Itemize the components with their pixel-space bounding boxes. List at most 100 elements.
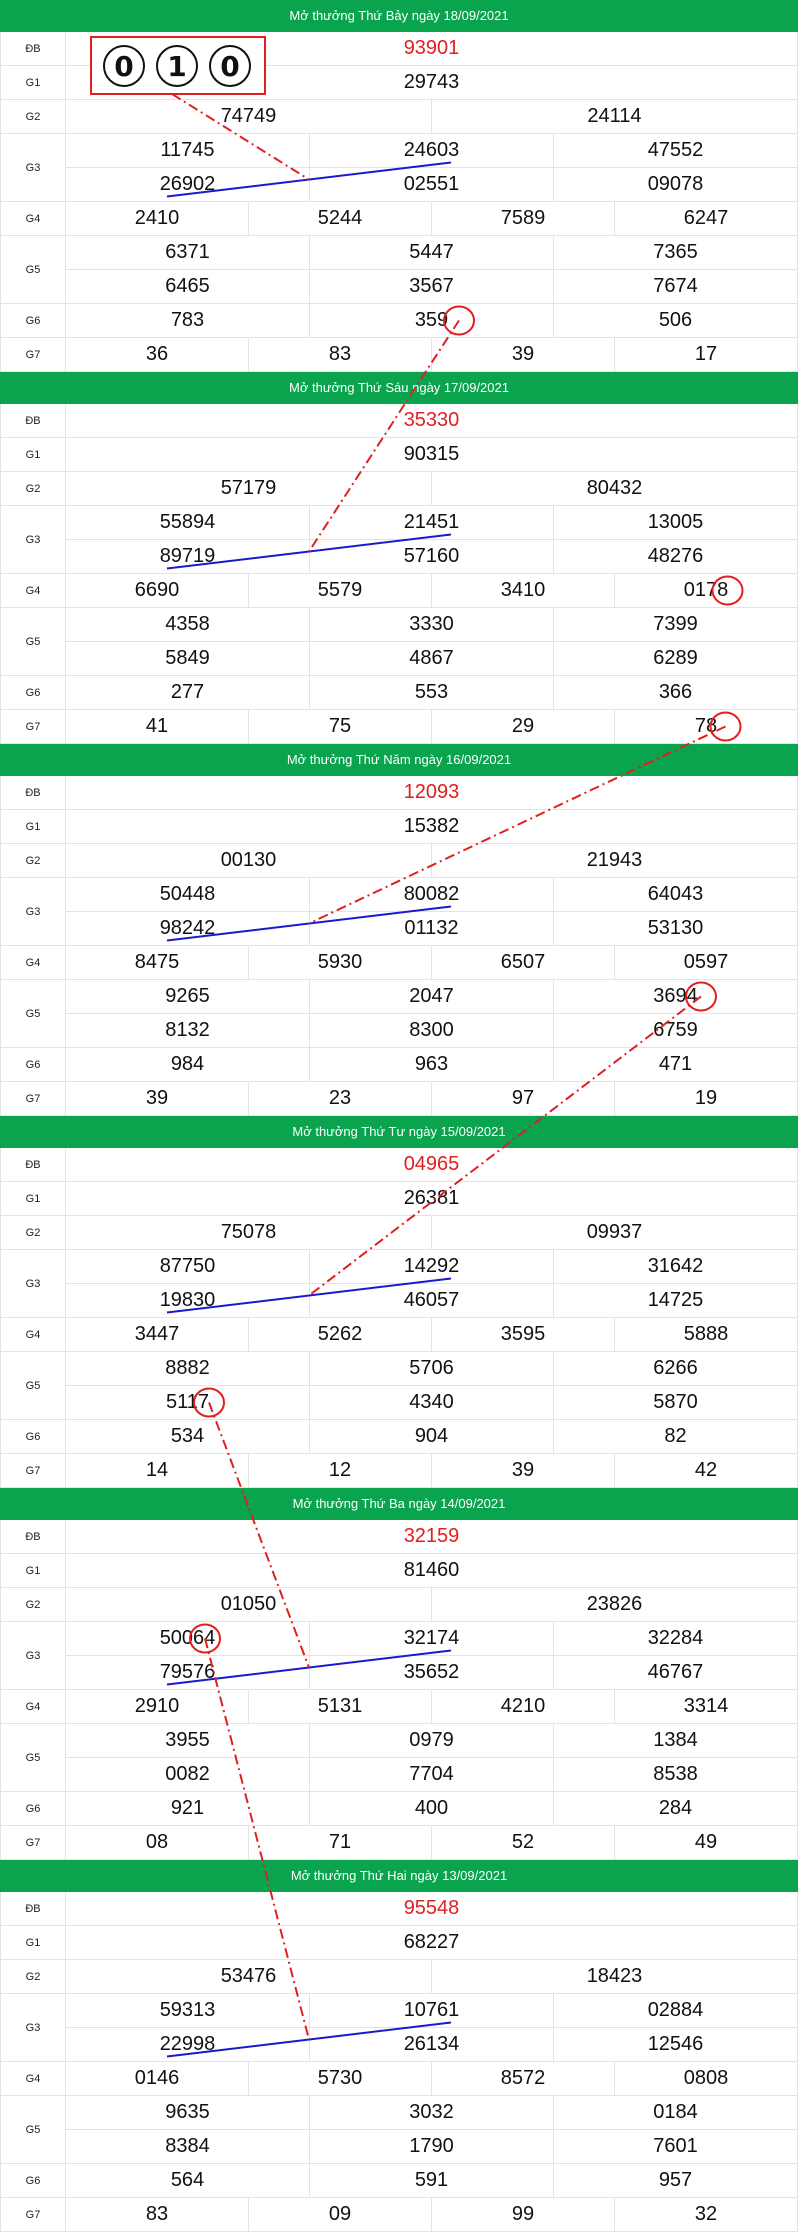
number-line: 4358 3330 7399: [66, 608, 797, 641]
prize-row-g2: G2 01050 23826: [0, 1588, 798, 1622]
result-number: 506: [553, 304, 797, 337]
prize-row-g5: G5 4358 3330 7399 5849 4867 6289: [0, 608, 798, 676]
number-line: 74749 24114: [66, 100, 797, 133]
result-number: 75: [248, 710, 431, 743]
result-number: 09937: [431, 1216, 797, 1249]
prize-label: G6: [1, 2164, 66, 2197]
result-number: 21451: [309, 506, 553, 539]
prize-row-g1: G1 68227: [0, 1926, 798, 1960]
prize-label: G4: [1, 1690, 66, 1723]
prize-label: G7: [1, 710, 66, 743]
prize-label: G2: [1, 844, 66, 877]
number-line: 14 12 39 42: [66, 1454, 797, 1487]
prize-row-đb: ĐB 95548: [0, 1892, 798, 1926]
number-line: 2910 5131 4210 3314: [66, 1690, 797, 1723]
result-number: 7674: [553, 270, 797, 303]
result-number: 47552: [553, 134, 797, 167]
prize-label: ĐB: [1, 1520, 66, 1553]
prize-label: G7: [1, 338, 66, 371]
result-number: 64043: [553, 878, 797, 911]
draw-section: Mở thưởng Thứ Hai ngày 13/09/2021 ĐB 95548…: [0, 1860, 798, 2232]
result-number: 12093: [403, 781, 460, 803]
prize-label: G2: [1, 1216, 66, 1249]
draw-section: Mở thưởng Thứ Tư ngày 15/09/2021 ĐB 04965 G…: [0, 1116, 798, 1488]
number-line: 8384 1790 7601: [66, 2129, 797, 2163]
prize-label: ĐB: [1, 32, 66, 65]
result-number: 14: [145, 1459, 169, 1481]
draw-header: Mở thưởng Thứ Tư ngày 15/09/2021: [0, 1116, 798, 1148]
result-number: 400: [309, 1792, 553, 1825]
prize-row-đb: ĐB 35330: [0, 404, 798, 438]
prize-label: G6: [1, 1420, 66, 1453]
prize-row-g1: G1 90315: [0, 438, 798, 472]
prize-label: G6: [1, 304, 66, 337]
prize-label: G4: [1, 2062, 66, 2095]
number-line: 8132 8300 6759: [66, 1013, 797, 1047]
result-number: 32: [614, 2198, 797, 2231]
result-number: 83: [145, 2203, 169, 2225]
prize-label: G6: [1, 1792, 66, 1825]
prize-label: G2: [1, 472, 66, 505]
result-number: 6247: [614, 202, 797, 235]
result-number: 68227: [403, 1931, 460, 1953]
result-number: 46767: [553, 1656, 797, 1689]
result-number: 78: [614, 710, 797, 743]
result-number: 46057: [309, 1284, 553, 1317]
result-number: 5930: [248, 946, 431, 979]
prize-row-g5: G5 3955 0979 1384 0082 7704 8538: [0, 1724, 798, 1792]
result-number: 79576: [159, 1661, 216, 1683]
number-line: 36 83 39 17: [66, 338, 797, 371]
result-number: 59313: [159, 1999, 216, 2021]
prize-row-g7: G7 39 23 97 19: [0, 1082, 798, 1116]
result-number: 12: [248, 1454, 431, 1487]
number-line: 15382: [66, 810, 797, 843]
number-line: 8882 5706 6266: [66, 1352, 797, 1385]
result-number: 19830: [159, 1289, 216, 1311]
prize-row-g6: G6 921 400 284: [0, 1792, 798, 1826]
result-number: 23826: [431, 1588, 797, 1621]
number-line: 50064 32174 32284: [66, 1622, 797, 1655]
result-number: 3595: [431, 1318, 614, 1351]
result-number: 01050: [220, 1593, 277, 1615]
number-line: 534 904 82: [66, 1420, 797, 1453]
number-line: 04965: [66, 1148, 797, 1181]
result-number: 8132: [165, 1019, 210, 1041]
number-line: 26381: [66, 1182, 797, 1215]
result-number: 55894: [159, 511, 216, 533]
result-number: 8384: [165, 2135, 210, 2157]
result-number: 50064: [159, 1627, 216, 1649]
number-line: 12093: [66, 776, 797, 809]
number-line: 59313 10761 02884: [66, 1994, 797, 2027]
prize-row-g7: G7 14 12 39 42: [0, 1454, 798, 1488]
result-number: 4358: [165, 613, 210, 635]
prize-label: ĐB: [1, 776, 66, 809]
number-line: 984 963 471: [66, 1048, 797, 1081]
result-number: 71: [248, 1826, 431, 1859]
prize-label: G4: [1, 574, 66, 607]
prize-row-đb: ĐB 32159: [0, 1520, 798, 1554]
result-number: 6289: [553, 642, 797, 675]
result-number: 5870: [553, 1386, 797, 1419]
result-number: 0597: [614, 946, 797, 979]
prize-row-đb: ĐB 93901: [0, 32, 798, 66]
number-line: 5849 4867 6289: [66, 641, 797, 675]
prize-label: G5: [1, 1352, 66, 1419]
result-number: 24603: [309, 134, 553, 167]
number-line: 95548: [66, 1892, 797, 1925]
draw-header: Mở thưởng Thứ Ba ngày 14/09/2021: [0, 1488, 798, 1520]
prize-label: G3: [1, 134, 66, 201]
prize-row-g2: G2 75078 09937: [0, 1216, 798, 1250]
result-number: 32174: [309, 1622, 553, 1655]
draw-section: Mở thưởng Thứ Ba ngày 14/09/2021 ĐB 32159 G…: [0, 1488, 798, 1860]
number-line: 921 400 284: [66, 1792, 797, 1825]
prize-row-g4: G4 3447 5262 3595 5888: [0, 1318, 798, 1352]
number-line: 81460: [66, 1554, 797, 1587]
number-line: 50448 80082 64043: [66, 878, 797, 911]
prize-row-g4: G4 2910 5131 4210 3314: [0, 1690, 798, 1724]
prize-label: G5: [1, 236, 66, 303]
result-number: 963: [309, 1048, 553, 1081]
prize-row-g4: G4 2410 5244 7589 6247: [0, 202, 798, 236]
number-line: 564 591 957: [66, 2164, 797, 2197]
result-number: 5730: [248, 2062, 431, 2095]
